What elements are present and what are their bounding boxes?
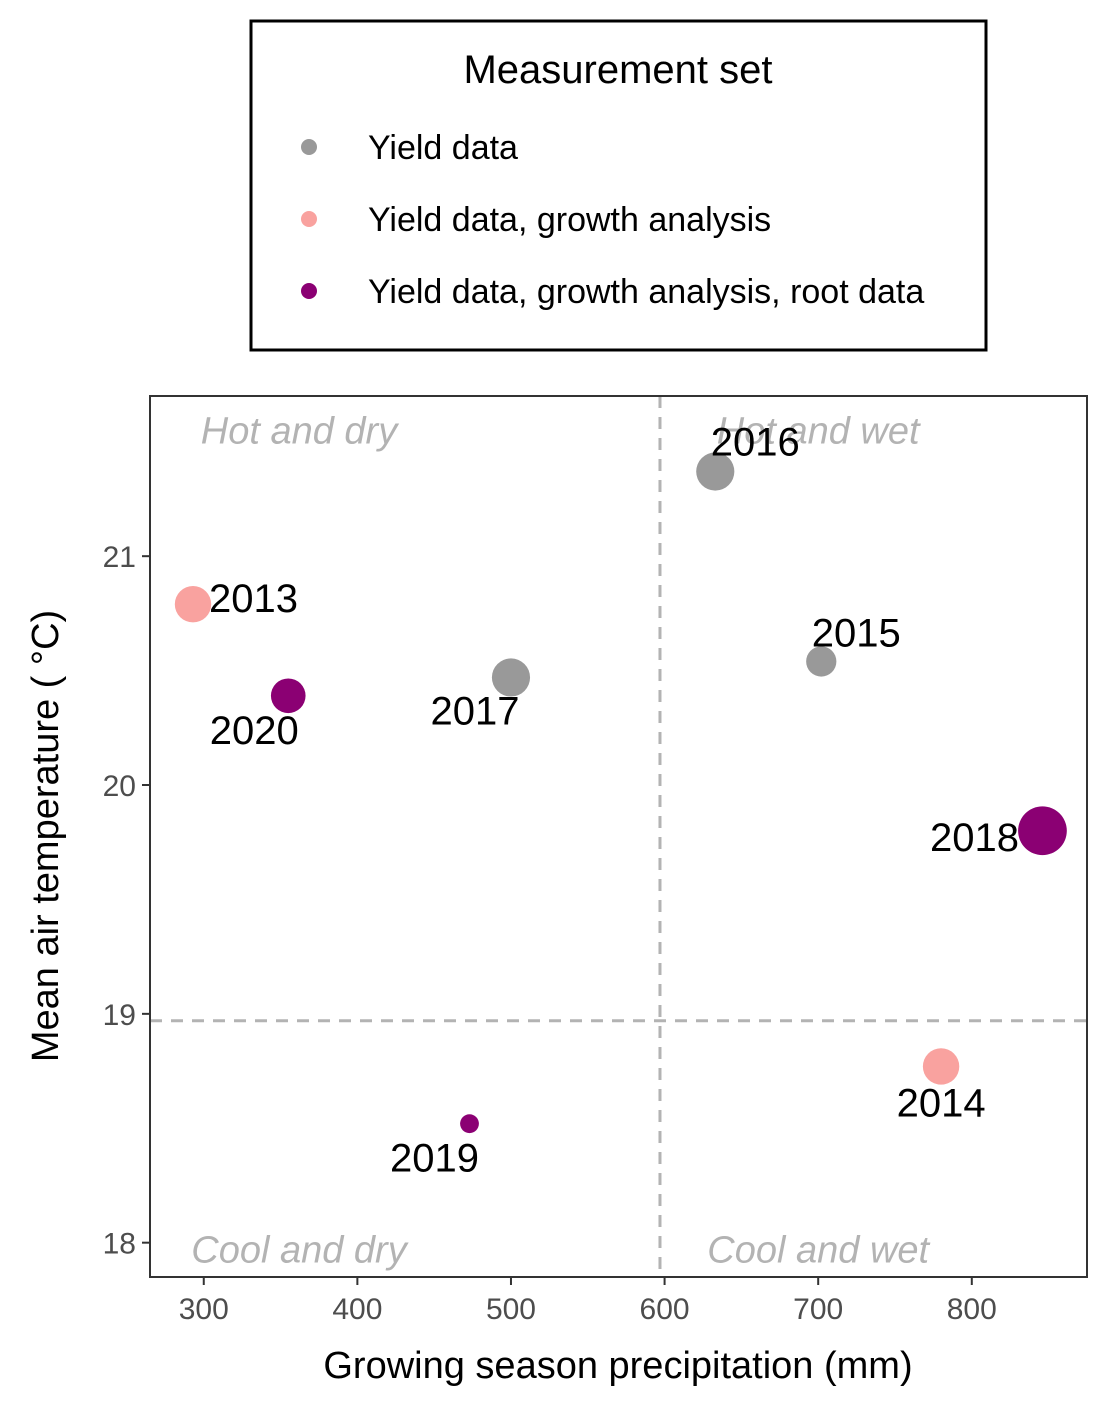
x-tick-label-400: 400 [332, 1293, 382, 1326]
point-2017 [491, 658, 531, 697]
plot-border [149, 395, 1088, 1278]
y-tick-label-20: 20 [103, 770, 136, 803]
point-2013 [174, 586, 212, 623]
legend-label-0: Yield data [368, 129, 518, 167]
legend-label-1: Yield data, growth analysis [368, 201, 771, 239]
quadrant-label-0: Hot and dry [201, 410, 399, 452]
legend-box [249, 19, 988, 352]
point-label-2019: 2019 [390, 1137, 479, 1181]
x-tick-label-600: 600 [640, 1293, 690, 1326]
x-tick-label-800: 800 [947, 1293, 997, 1326]
quadrant-label-3: Cool and wet [707, 1230, 930, 1272]
point-label-2017: 2017 [430, 689, 519, 733]
x-tick-label-700: 700 [793, 1293, 843, 1326]
point-2020 [270, 678, 306, 714]
point-2015 [806, 646, 837, 677]
y-tick-label-18: 18 [103, 1228, 136, 1261]
point-2019 [460, 1114, 479, 1134]
y-tick-label-19: 19 [103, 999, 136, 1032]
quadrant-label-1: Hot and wet [717, 410, 921, 452]
point-label-2020: 2020 [210, 709, 299, 753]
plot-panel: Hot and dry Hot and wet Cool and dry Cool a… [149, 395, 1088, 1278]
x-axis-title: Growing season precipitation (mm) [323, 1345, 912, 1387]
point-label-2016: 2016 [711, 421, 800, 465]
legend-label-2: Yield data, growth analysis, root data [368, 273, 924, 311]
y-axis-title: Mean air temperature ( °C) [25, 610, 67, 1062]
point-label-2018: 2018 [930, 816, 1019, 860]
point-2014 [922, 1048, 960, 1085]
point-2016 [696, 452, 735, 491]
y-tick-label-21: 21 [103, 541, 136, 574]
point-label-2015: 2015 [812, 611, 901, 655]
legend-key-2 [301, 283, 317, 299]
x-tick-label-300: 300 [179, 1293, 229, 1326]
legend: Measurement set Yield data Yield data, gr… [249, 19, 988, 352]
legend-key-1 [301, 211, 317, 227]
point-2018 [1018, 806, 1067, 856]
plot-area [150, 396, 1087, 1277]
legend-key-0 [301, 139, 317, 155]
legend-title: Measurement set [463, 48, 772, 92]
quadrant-label-2: Cool and dry [191, 1230, 408, 1272]
point-label-2013: 2013 [209, 577, 298, 621]
point-label-2014: 2014 [897, 1081, 986, 1125]
x-tick-label-500: 500 [486, 1293, 536, 1326]
